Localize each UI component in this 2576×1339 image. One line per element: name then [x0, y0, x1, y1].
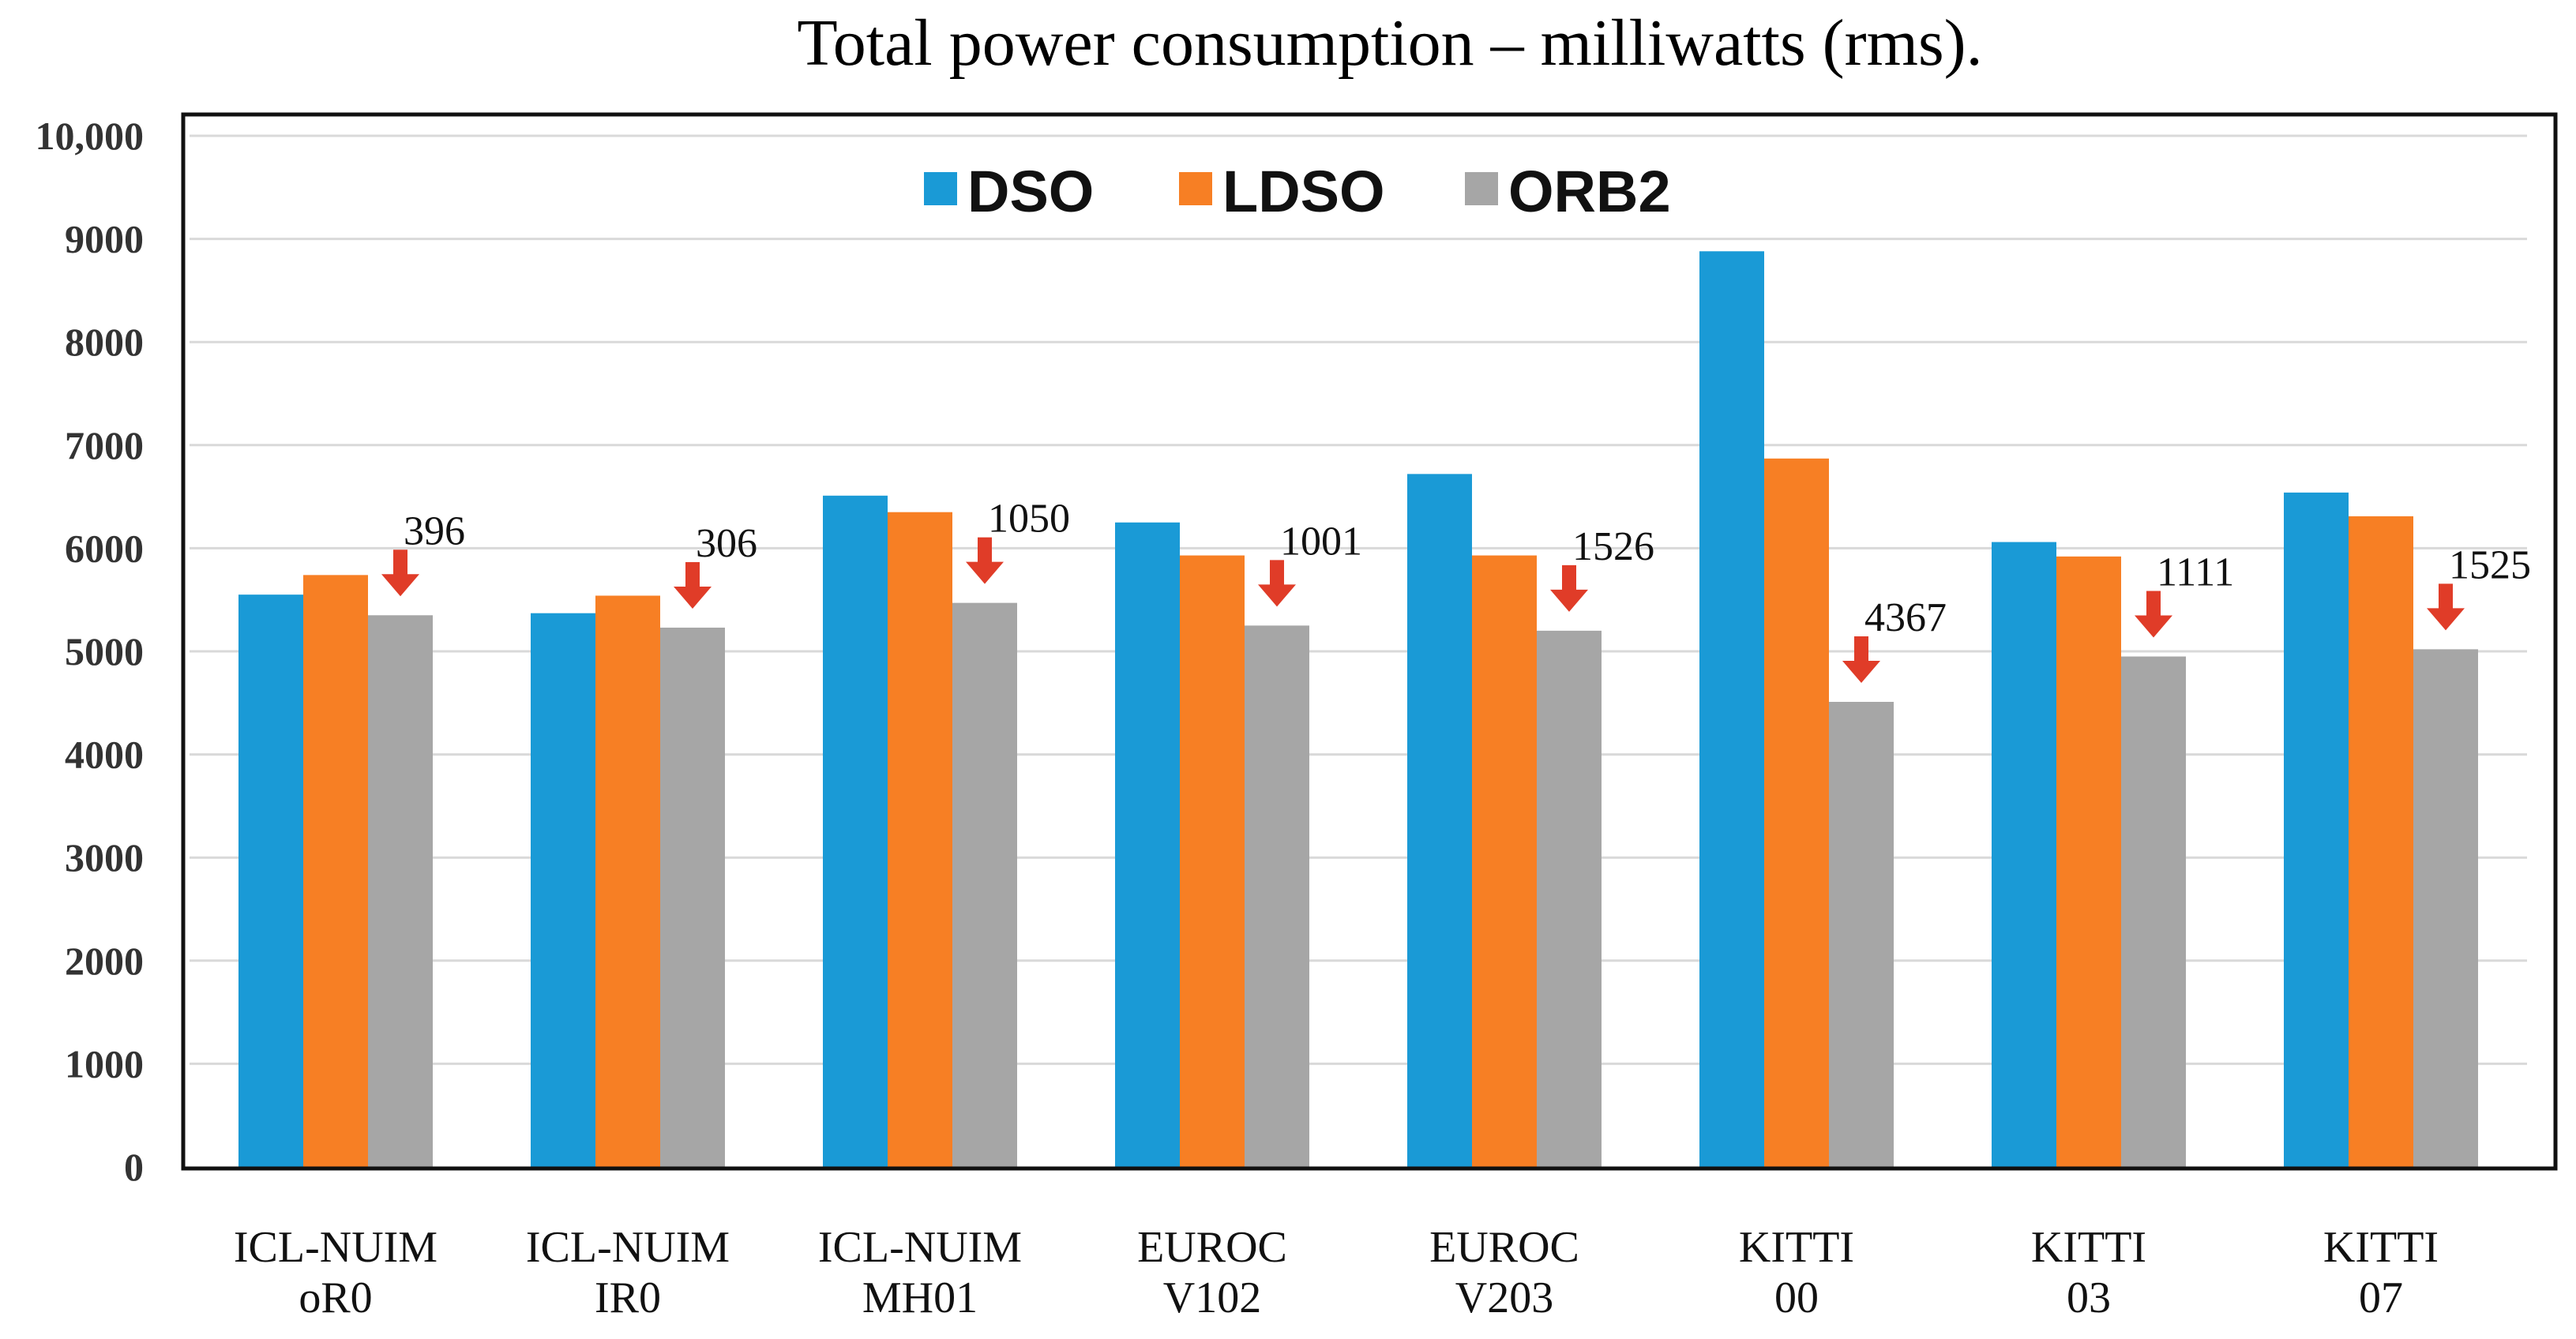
y-tick-label: 8000 [65, 320, 144, 364]
bar-orb2 [1245, 625, 1309, 1167]
reduction-label: 1111 [2157, 550, 2234, 595]
y-tick-label: 4000 [65, 733, 144, 777]
y-tick-label: 5000 [65, 629, 144, 673]
bar-dso [238, 594, 303, 1167]
bars [238, 251, 2478, 1168]
bar-ldso [303, 575, 368, 1167]
y-tick-label: 9000 [65, 217, 144, 261]
x-tick-label: ICL-NUIM [234, 1223, 437, 1272]
down-arrow-icon [966, 537, 1004, 584]
bar-ldso [2056, 556, 2121, 1167]
legend-label-dso: DSO [967, 159, 1094, 224]
bar-dso [1115, 522, 1180, 1167]
legend-swatch-dso [924, 172, 957, 205]
bar-ldso [1180, 555, 1245, 1167]
reduction-annotations: 396 306 1050 1001 1526 4367 1111 1525 [381, 497, 2531, 683]
down-arrow-icon [1258, 560, 1296, 607]
reduction-label: 306 [696, 521, 757, 566]
x-tick-label: EUROC [1137, 1223, 1287, 1272]
reduction-label: 1050 [988, 497, 1070, 542]
y-tick-label: 10,000 [36, 114, 145, 158]
legend-label-ldso: LDSO [1222, 159, 1385, 224]
x-tick-label: ICL-NUIM [526, 1223, 730, 1272]
plot-frame [181, 112, 2558, 1171]
bar-dso [1407, 474, 1472, 1167]
x-tick-label: V102 [1163, 1273, 1261, 1322]
legend-swatch-ldso [1179, 172, 1212, 205]
x-tick-label: KITTI [2031, 1223, 2146, 1272]
bar-ldso [1764, 458, 1829, 1167]
legend-swatch-orb2 [1465, 172, 1498, 205]
reduction-label: 1001 [1280, 519, 1362, 564]
bar-dso [1699, 251, 1764, 1168]
bar-orb2 [660, 627, 725, 1167]
bar-ldso [1472, 555, 1537, 1167]
x-tick-label: ICL-NUIM [818, 1223, 1022, 1272]
x-tick-label: V203 [1455, 1273, 1553, 1322]
y-tick-label: 1000 [65, 1041, 144, 1086]
chart-title: Total power consumption – milliwatts (rm… [797, 6, 1982, 80]
bar-ldso [595, 595, 660, 1167]
bar-dso [2284, 492, 2349, 1167]
reduction-label: 396 [404, 508, 465, 553]
down-arrow-icon [1842, 636, 1880, 683]
x-tick-label: 07 [2359, 1273, 2403, 1322]
y-tick-label: 0 [124, 1145, 144, 1189]
x-tick-label: 00 [1774, 1273, 1819, 1322]
y-tick-label: 7000 [65, 423, 144, 467]
down-arrow-icon [674, 561, 712, 609]
bar-dso [1992, 542, 2056, 1167]
x-tick-label: IR0 [595, 1273, 661, 1322]
bar-orb2 [368, 615, 433, 1167]
down-arrow-icon [381, 549, 419, 597]
bar-orb2 [952, 602, 1017, 1167]
bar-dso [823, 495, 888, 1167]
x-tick-label: KITTI [1739, 1223, 1854, 1272]
legend: DSO LDSO ORB2 [924, 159, 1671, 224]
reduction-label: 4367 [1864, 595, 1947, 640]
legend-label-orb2: ORB2 [1508, 159, 1671, 224]
bar-orb2 [1537, 630, 1602, 1167]
x-tick-label: EUROC [1429, 1223, 1579, 1272]
bar-ldso [888, 512, 952, 1167]
bar-orb2 [1829, 701, 1894, 1167]
y-tick-label: 3000 [65, 835, 144, 880]
down-arrow-icon [2427, 583, 2465, 631]
reduction-label: 1525 [2449, 542, 2531, 587]
x-tick-label: 03 [2067, 1273, 2111, 1322]
y-tick-label: 2000 [65, 939, 144, 983]
x-tick-label: MH01 [862, 1273, 978, 1322]
bar-dso [531, 613, 595, 1167]
x-axis-ticks: ICL-NUIMoR0ICL-NUIMIR0ICL-NUIMMH01EUROCV… [234, 1223, 2439, 1322]
y-tick-label: 6000 [65, 526, 144, 570]
down-arrow-icon [2135, 591, 2172, 638]
x-tick-label: KITTI [2323, 1223, 2439, 1272]
down-arrow-icon [1550, 564, 1588, 612]
y-axis-ticks: 0 1000 2000 3000 4000 5000 6000 7000 8000 9000 10,… [36, 114, 145, 1189]
bar-orb2 [2121, 656, 2186, 1167]
x-tick-label: oR0 [299, 1273, 372, 1322]
reduction-label: 1526 [1572, 524, 1654, 569]
bar-ldso [2349, 516, 2413, 1167]
bar-orb2 [2413, 649, 2478, 1167]
